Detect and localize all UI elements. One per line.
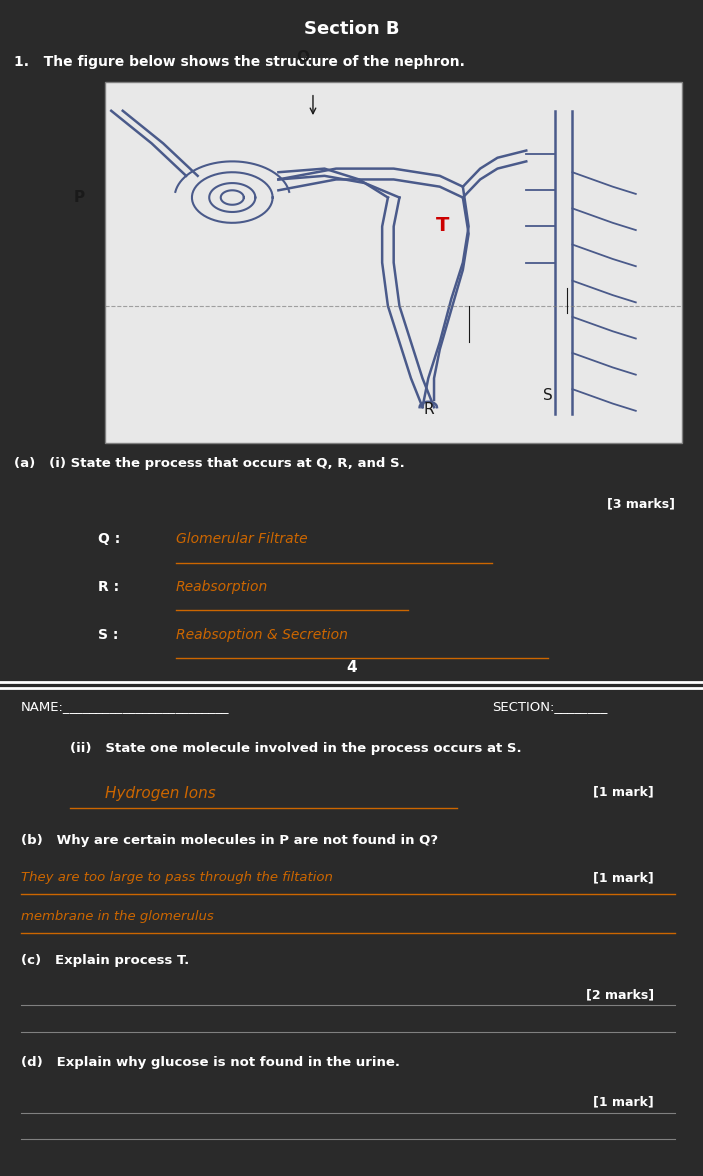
FancyBboxPatch shape bbox=[105, 82, 682, 443]
Text: S :: S : bbox=[98, 628, 119, 642]
Text: Reabsoption & Secretion: Reabsoption & Secretion bbox=[176, 628, 347, 642]
Text: Glomerular Filtrate: Glomerular Filtrate bbox=[176, 532, 307, 546]
Text: They are too large to pass through the filtation: They are too large to pass through the f… bbox=[21, 871, 333, 884]
Text: 4: 4 bbox=[346, 660, 357, 675]
Text: [2 marks]: [2 marks] bbox=[586, 988, 654, 1001]
Text: NAME:_________________________: NAME:_________________________ bbox=[21, 700, 230, 713]
Text: Reabsorption: Reabsorption bbox=[176, 580, 268, 594]
Text: (c)   Explain process T.: (c) Explain process T. bbox=[21, 954, 189, 967]
Text: (a)   (i) State the process that occurs at Q, R, and S.: (a) (i) State the process that occurs at… bbox=[14, 457, 405, 470]
Text: (ii)   State one molecule involved in the process occurs at S.: (ii) State one molecule involved in the … bbox=[70, 742, 522, 755]
Text: Q :: Q : bbox=[98, 532, 121, 546]
Text: R :: R : bbox=[98, 580, 120, 594]
Text: [1 mark]: [1 mark] bbox=[593, 1096, 654, 1109]
Text: 1.   The figure below shows the structure of the nephron.: 1. The figure below shows the structure … bbox=[14, 54, 465, 68]
Text: P: P bbox=[73, 191, 84, 206]
Text: (d)   Explain why glucose is not found in the urine.: (d) Explain why glucose is not found in … bbox=[21, 1056, 400, 1069]
Text: O: O bbox=[296, 49, 309, 65]
Text: R: R bbox=[423, 402, 434, 416]
Text: membrane in the glomerulus: membrane in the glomerulus bbox=[21, 910, 214, 923]
Text: [1 mark]: [1 mark] bbox=[593, 871, 654, 884]
Text: [3 marks]: [3 marks] bbox=[607, 497, 675, 510]
Text: Section B: Section B bbox=[304, 20, 399, 39]
Text: S: S bbox=[543, 388, 553, 403]
Text: (b)   Why are certain molecules in P are not found in Q?: (b) Why are certain molecules in P are n… bbox=[21, 835, 438, 848]
Text: SECTION:________: SECTION:________ bbox=[492, 700, 607, 713]
Text: Hydrogen Ions: Hydrogen Ions bbox=[105, 786, 217, 801]
Text: T: T bbox=[436, 215, 450, 234]
Text: [1 mark]: [1 mark] bbox=[593, 786, 654, 799]
